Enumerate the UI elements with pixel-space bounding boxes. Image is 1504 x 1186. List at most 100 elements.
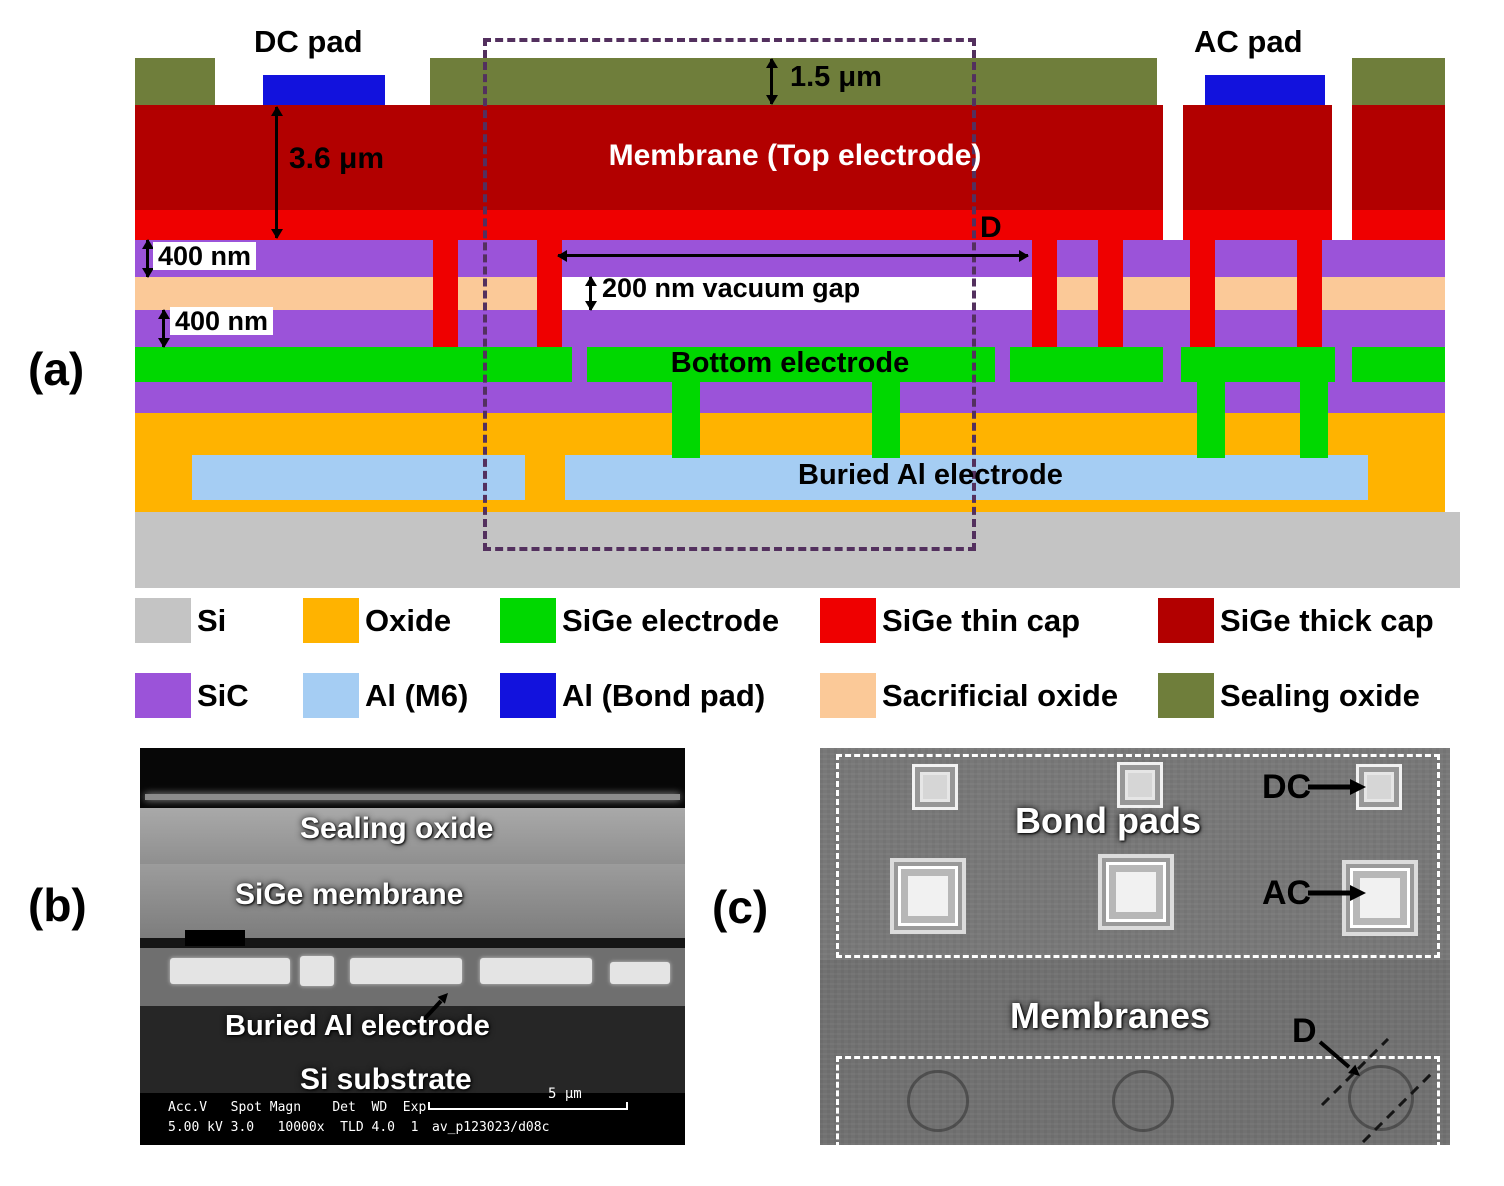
sem-meta-bar xyxy=(140,1093,685,1145)
legend-label: Sacrificial oxide xyxy=(882,677,1119,713)
legend-item-sealing_oxide: Sealing oxide xyxy=(1158,673,1420,718)
bottom-electrode-seg-2 xyxy=(587,347,995,382)
membrane-diameter-arrow xyxy=(1318,1040,1360,1076)
sem-scale-bar xyxy=(428,1108,628,1110)
sem-sealing-oxide-band xyxy=(140,808,685,864)
red-via-3 xyxy=(1032,210,1057,347)
legend-label: Sealing oxide xyxy=(1220,677,1420,713)
legend-item-sacrificial_oxide: Sacrificial oxide xyxy=(820,673,1118,718)
sem-gap-notch xyxy=(185,930,245,946)
membrane-label: Membrane (Top electrode) xyxy=(608,139,982,172)
bottom-electrode-seg-4 xyxy=(1181,347,1335,382)
membrane-circle-2 xyxy=(1112,1070,1174,1132)
bond-pad-large-5 xyxy=(1106,862,1166,922)
ac-pad-label: AC pad xyxy=(1194,24,1303,59)
bond-pad-large-6 xyxy=(1350,868,1410,928)
legend-item-al_bond_pad: Al (Bond pad) xyxy=(500,673,765,718)
sem-al-patch xyxy=(610,962,670,984)
panel-a-tag: (a) xyxy=(28,343,85,395)
dc-pad-label: DC pad xyxy=(254,24,363,59)
legend-item-sige_electrode: SiGe electrode xyxy=(500,598,779,643)
buried-al-pointer-arrow xyxy=(414,993,448,1030)
membranes-dashed-outline xyxy=(836,1056,1440,1145)
membrane-cut-left xyxy=(1163,105,1183,240)
legend-label: Si xyxy=(197,602,227,638)
sem-top-streak xyxy=(145,794,680,800)
sealing-thickness-arrow xyxy=(765,58,778,105)
panel-a: DC pad AC pad 1.5 μm Membrane (Top elect… xyxy=(28,24,1460,588)
red-via-5 xyxy=(1190,210,1215,347)
green-via-1 xyxy=(672,382,700,458)
sem-membrane-label: SiGe membrane xyxy=(235,878,464,911)
red-via-2 xyxy=(537,210,562,347)
sealing-oxide-right xyxy=(1352,58,1445,105)
legend-row-2: SiC Al (M6) Al (Bond pad) Sacrificial oxide… xyxy=(0,673,1504,727)
legend-label: SiGe electrode xyxy=(562,602,780,638)
bottom-electrode-label: Bottom electrode xyxy=(670,347,910,379)
red-via-1 xyxy=(433,210,458,347)
ac-bond-pad xyxy=(1205,75,1325,105)
green-via-4 xyxy=(1300,382,1328,458)
sem-al-patch xyxy=(170,958,290,984)
red-via-6 xyxy=(1297,210,1322,347)
legend-swatch-al_m6 xyxy=(303,673,359,718)
membranes-label: Membranes xyxy=(1010,995,1211,1036)
sealing-oxide-center xyxy=(430,58,1157,105)
legend-swatch-si xyxy=(135,598,191,643)
legend-swatch-sealing_oxide xyxy=(1158,673,1214,718)
panel-c-topview-image: Bond pads DC AC Membranes D xyxy=(820,748,1450,1145)
legend-item-al_m6: Al (M6) xyxy=(303,673,468,718)
vacuum-gap-arrow xyxy=(584,276,597,311)
sem-al-patch xyxy=(350,958,462,984)
ac-arrow xyxy=(1308,885,1366,901)
buried-al-label: Buried Al electrode xyxy=(798,459,1063,491)
ac-label: AC xyxy=(1262,874,1312,912)
sic-layer-mid xyxy=(135,310,1445,347)
membrane-thickness-arrow xyxy=(270,106,283,239)
sem-sealing-oxide-label: Sealing oxide xyxy=(300,812,494,845)
bottom-electrode-seg-3 xyxy=(1010,347,1163,382)
legend-item-oxide: Oxide xyxy=(303,598,451,643)
unit-cell-dashed-outline xyxy=(483,38,976,551)
legend-item-sige_thick_cap: SiGe thick cap xyxy=(1158,598,1434,643)
panel-b-sem-image: Sealing oxide SiGe membrane Buried Al el… xyxy=(140,748,685,1145)
legend-row-1: Si Oxide SiGe electrode SiGe thin cap SiGe t… xyxy=(0,598,1504,652)
legend-swatch-al_bond_pad xyxy=(500,673,556,718)
bond-pad-small-1 xyxy=(912,764,958,810)
sige-thick-cap-layer xyxy=(135,105,1445,210)
legend-label: SiC xyxy=(197,677,249,713)
panel-c-tag: (c) xyxy=(712,881,769,933)
legend-swatch-sige_electrode xyxy=(500,598,556,643)
schematic-layers xyxy=(135,58,1460,588)
sem-meta-file: av_p123023/d08c xyxy=(432,1120,550,1135)
sic-layer-upper xyxy=(135,240,1445,277)
vacuum-gap xyxy=(562,277,1032,310)
sem-membrane-band xyxy=(140,864,685,938)
sem-scale-tick-right xyxy=(626,1102,628,1110)
red-via-4 xyxy=(1098,210,1123,347)
legend-swatch-oxide xyxy=(303,598,359,643)
bond-pads-label: Bond pads xyxy=(1015,800,1201,841)
sem-substrate-label: Si substrate xyxy=(300,1063,472,1096)
panel-b-tag: (b) xyxy=(28,879,87,931)
bottom-electrode-seg-1 xyxy=(135,347,572,382)
green-via-2 xyxy=(872,382,900,458)
legend-swatch-sacrificial_oxide xyxy=(820,673,876,718)
dc-arrow xyxy=(1308,779,1366,795)
bond-pad-large-4 xyxy=(898,866,958,926)
dc-label: DC xyxy=(1262,768,1312,806)
membrane-circle-3 xyxy=(1348,1065,1414,1131)
legend-label: Al (M6) xyxy=(365,677,469,713)
sem-substrate-band xyxy=(140,1006,685,1093)
legend-label: Al (Bond pad) xyxy=(562,677,766,713)
legend-swatch-sige_thick_cap xyxy=(1158,598,1214,643)
diameter-label: D xyxy=(980,211,1002,244)
membrane-cut-right xyxy=(1332,105,1352,240)
legend-item-sic: SiC xyxy=(135,673,249,718)
legend-label: SiGe thin cap xyxy=(882,602,1081,638)
sige-thin-cap-layer xyxy=(135,210,1445,240)
legend-label: SiGe thick cap xyxy=(1220,602,1434,638)
vacuum-gap-label: 200 nm vacuum gap xyxy=(602,273,861,303)
legend-label: Oxide xyxy=(365,602,452,638)
